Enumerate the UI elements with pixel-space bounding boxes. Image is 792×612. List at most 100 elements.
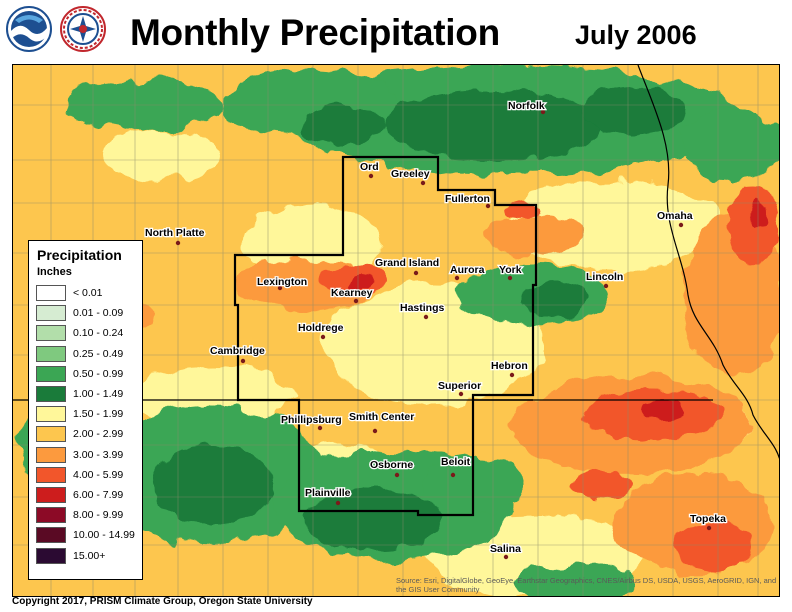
city-label-topeka: Topeka: [690, 513, 726, 525]
legend-swatch: [36, 406, 66, 423]
legend-row: < 0.01: [36, 284, 142, 302]
legend-units: Inches: [37, 266, 72, 278]
city-label-hebron: Hebron: [491, 360, 528, 372]
city-label-holdrege: Holdrege: [298, 322, 344, 334]
legend-swatch: [36, 345, 66, 362]
city-dot-plainville: [335, 500, 341, 506]
city-label-lexington: Lexington: [257, 276, 307, 288]
map-date: July 2006: [575, 20, 697, 50]
city-dot-beloit: [450, 472, 456, 478]
city-dot-cambridge: [240, 358, 246, 364]
legend-swatch: [36, 285, 66, 301]
legend-row: 0.50 - 0.99: [36, 365, 142, 383]
city-labels: Norfolk Ord Greeley Fullerton Omaha Nort…: [144, 99, 728, 557]
legend-row: 10.00 - 14.99: [36, 526, 142, 544]
legend-swatch: [36, 325, 66, 342]
city-label-fullerton: Fullerton: [445, 193, 490, 205]
city-dot-kearney: [353, 298, 359, 304]
legend-row: 1.50 - 1.99: [36, 405, 142, 423]
city-label-ord: Ord: [360, 161, 379, 173]
legend-row: 0.25 - 0.49: [36, 345, 142, 363]
legend-swatch: [36, 547, 66, 564]
city-label-kearney: Kearney: [331, 287, 373, 299]
city-label-north-platte: North Platte: [145, 227, 205, 239]
city-dot-hastings: [423, 314, 429, 320]
city-dot-omaha: [678, 222, 684, 228]
city-dot-fullerton: [485, 203, 491, 209]
city-dot-york: [507, 275, 513, 281]
city-label-lincoln: Lincoln: [586, 271, 623, 283]
nws-logo: [60, 6, 106, 52]
legend-row: 1.00 - 1.49: [36, 385, 142, 403]
legend-label: 3.00 - 3.99: [73, 448, 124, 461]
map-title: Monthly Precipitation: [130, 12, 500, 53]
city-dot-greeley: [420, 180, 426, 186]
legend-row: 6.00 - 7.99: [36, 486, 142, 504]
city-label-greeley: Greeley: [391, 168, 430, 180]
legend-row: 0.01 - 0.09: [36, 304, 142, 322]
missouri-river-state-line: [637, 65, 779, 460]
city-label-norfolk: Norfolk: [508, 100, 545, 112]
legend-label: 1.50 - 1.99: [73, 408, 124, 421]
legend-label: 4.00 - 5.99: [73, 468, 124, 481]
legend-label: 0.10 - 0.24: [73, 327, 124, 340]
noaa-logo: [6, 6, 52, 52]
region-outline: [233, 155, 538, 517]
city-dot-ord: [368, 173, 374, 179]
city-label-cambridge: Cambridge: [210, 345, 265, 357]
legend-label: 8.00 - 9.99: [73, 509, 124, 522]
legend-swatch: [36, 426, 66, 443]
city-dot-aurora: [454, 275, 460, 281]
city-label-omaha: Omaha: [657, 210, 693, 222]
legend-label: 10.00 - 14.99: [73, 529, 135, 542]
legend-row: 3.00 - 3.99: [36, 446, 142, 464]
city-dot-lexington: [277, 285, 283, 291]
legend-label: 0.25 - 0.49: [73, 347, 124, 360]
legend-label: 0.01 - 0.09: [73, 307, 124, 320]
copyright: Copyright 2017, PRISM Climate Group, Ore…: [12, 596, 313, 607]
legend-swatch: [36, 446, 66, 463]
city-label-superior: Superior: [438, 380, 481, 392]
map-source-credits: Source: Esri, DigitalGlobe, GeoEye, Eart…: [396, 576, 777, 594]
legend-swatch: [36, 466, 66, 483]
city-label-beloit: Beloit: [441, 456, 471, 468]
legend-row: 8.00 - 9.99: [36, 506, 142, 524]
city-label-hastings: Hastings: [400, 302, 445, 314]
city-dot-hebron: [509, 372, 515, 378]
city-dot-salina: [503, 554, 509, 560]
city-dot-smith-center: [372, 428, 378, 434]
city-label-phillipsburg: Phillipsburg: [281, 414, 342, 426]
precip-field-dark-red: [349, 201, 767, 420]
legend-swatch: [36, 305, 66, 322]
city-markers: [175, 109, 712, 560]
legend-label: 15.00+: [73, 549, 106, 562]
legend-swatch: [36, 365, 66, 382]
legend-row: 15.00+: [36, 547, 142, 565]
city-label-grand-island: Grand Island: [375, 257, 439, 269]
city-dot-topeka: [706, 525, 712, 531]
city-label-york: York: [499, 264, 522, 276]
map-header: Monthly Precipitation July 2006: [0, 0, 792, 64]
legend-swatch: [36, 527, 66, 544]
city-label-salina: Salina: [490, 543, 521, 555]
legend-swatch: [36, 487, 66, 503]
legend-label: 1.00 - 1.49: [73, 388, 124, 400]
city-label-osborne: Osborne: [370, 459, 413, 471]
legend-row: 2.00 - 2.99: [36, 425, 142, 443]
city-dot-osborne: [394, 472, 400, 478]
city-dot-lincoln: [603, 283, 609, 289]
legend-swatch: [36, 386, 66, 402]
legend-label: 0.50 - 0.99: [73, 367, 124, 380]
legend-swatch: [36, 507, 66, 524]
city-dot-north-platte: [175, 240, 181, 246]
city-dot-holdrege: [320, 334, 326, 340]
legend-row: 0.10 - 0.24: [36, 324, 142, 342]
city-dot-grand-island: [413, 270, 419, 276]
legend-row: 4.00 - 5.99: [36, 466, 142, 484]
legend-label: 2.00 - 2.99: [73, 428, 124, 441]
city-label-plainville: Plainville: [305, 487, 351, 499]
city-dot-phillipsburg: [317, 425, 323, 431]
legend: Precipitation Inches < 0.01 0.01 - 0.09 0.…: [28, 240, 143, 580]
legend-label: < 0.01: [73, 287, 103, 299]
legend-label: 6.00 - 7.99: [73, 489, 124, 501]
